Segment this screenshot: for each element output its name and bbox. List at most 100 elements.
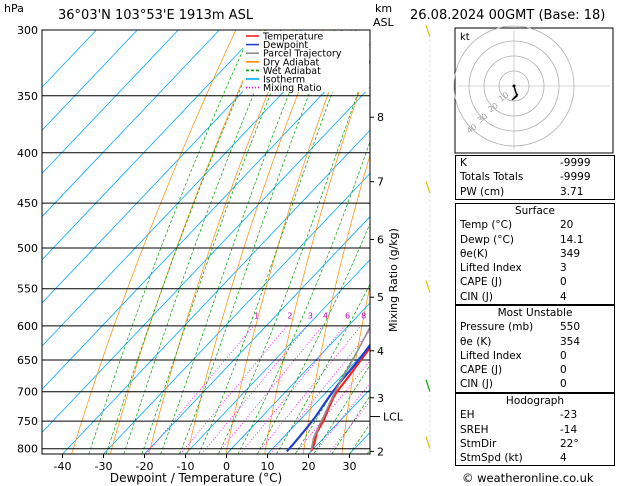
hodograph-title: Hodograph <box>505 395 565 407</box>
temperature-tick-label: 20 <box>302 460 316 473</box>
height-unit-asl: ASL <box>373 16 394 29</box>
surface-value: 4 <box>560 290 567 303</box>
dry-adiabat-line <box>71 30 237 454</box>
pressure-tick-label: 550 <box>17 283 38 296</box>
surface-label: Dewp (°C) <box>460 233 514 246</box>
mixing-ratio-line <box>294 360 370 454</box>
isotherm-line <box>42 86 370 434</box>
mixing-ratio-label: 6 <box>345 311 350 320</box>
isotherm-line <box>103 172 370 454</box>
wet-adiabat-line <box>331 395 370 454</box>
plot-frame <box>41 29 371 455</box>
mixing-ratio-label: 2 <box>287 311 292 320</box>
hodograph-stat-value: -23 <box>560 409 578 422</box>
skewt-grid <box>42 30 370 454</box>
most-unstable-label: CIN (J) <box>460 378 493 391</box>
mixing-ratio-line <box>239 325 345 454</box>
mixing-ratio-label: 4 <box>323 311 328 320</box>
wind-barbs <box>425 24 431 454</box>
surface-label: CAPE (J) <box>460 276 503 289</box>
hodograph-stat-label: SREH <box>460 423 489 436</box>
surface-value: 14.1 <box>560 233 584 246</box>
surface-panel: Surface Temp (°C) 20 Dewp (°C) 14.1 θe(K) 349… <box>455 203 615 306</box>
hodograph-stat-value: 22° <box>560 437 579 450</box>
isotherm-line <box>42 30 220 218</box>
isotherm-line <box>42 30 343 347</box>
index-label: PW (cm) <box>460 185 505 198</box>
indices-panel: K -9999 Totals Totals -9999 PW (cm) 3.71 <box>455 155 615 200</box>
surface-label: Lifted Index <box>460 262 522 275</box>
surface-row: θe(K) 349 <box>456 247 614 261</box>
mixing-ratio-line <box>327 400 370 454</box>
hodograph-stat-row: StmSpd (kt) 4 <box>456 451 614 465</box>
hodograph-stat-label: EH <box>460 409 475 422</box>
index-row: Totals Totals -9999 <box>456 170 614 184</box>
mixing-ratio-label: 8 <box>361 311 366 320</box>
km-tick-label: 6 <box>377 233 384 246</box>
series-temperature <box>309 345 370 452</box>
index-label: K <box>460 157 467 169</box>
datetime-title: 26.08.2024 00GMT (Base: 18) <box>410 8 606 23</box>
legend-label: Isotherm <box>263 75 305 86</box>
hodograph-stat-row: EH -23 <box>456 408 614 422</box>
wind-barb <box>425 280 431 293</box>
wind-barb <box>425 436 431 449</box>
wet-adiabat-line <box>313 364 370 454</box>
legend-label: Wet Adiabat <box>263 66 321 77</box>
surface-row: Lifted Index 3 <box>456 261 614 275</box>
most-unstable-row: Lifted Index 0 <box>456 349 614 363</box>
surface-label: Temp (°C) <box>460 219 513 232</box>
isotherm-line <box>267 345 370 454</box>
mixing-ratio-line <box>201 325 308 454</box>
index-value: -9999 <box>560 157 591 169</box>
km-tick-label: 3 <box>377 392 384 405</box>
height-unit-km: km <box>375 2 393 15</box>
index-value: -9999 <box>560 171 591 184</box>
index-row: K -9999 <box>456 156 614 170</box>
most-unstable-label: θe (K) <box>460 335 492 348</box>
wind-barb <box>425 379 431 392</box>
km-tick-label: 7 <box>377 176 384 189</box>
surface-label: θe(K) <box>460 247 488 260</box>
dry-adiabat-line <box>264 59 370 454</box>
isotherm-line <box>185 259 370 454</box>
lcl-label: LCL <box>383 411 404 424</box>
mixing-ratio-label: 1 <box>254 311 259 320</box>
most-unstable-value: 550 <box>560 321 581 334</box>
wet-adiabat-line <box>256 222 370 454</box>
wet-adiabat-line <box>88 30 253 454</box>
hodograph-stat-row: SREH -14 <box>456 423 614 437</box>
most-unstable-row: θe (K) 354 <box>456 335 614 349</box>
mixing-ratio-labels: 1 2 3 4 6 8 <box>254 311 366 320</box>
wet-adiabat-line <box>294 328 370 454</box>
surface-value: 3 <box>560 262 567 275</box>
km-tick-label: 4 <box>377 345 384 358</box>
mixing-ratio-line <box>256 325 362 454</box>
most-unstable-panel: Most Unstable Pressure (mb) 550 θe (K) 354 L… <box>455 305 615 393</box>
most-unstable-label: CAPE (J) <box>460 364 503 377</box>
temperature-tick-label: -20 <box>136 460 154 473</box>
index-row: PW (cm) 3.71 <box>456 185 614 199</box>
dry-adiabat-line <box>225 30 353 454</box>
pressure-tick-label: 600 <box>17 320 38 333</box>
hodograph-stat-label: StmSpd (kt) <box>460 452 523 465</box>
isotherm-line <box>42 30 138 131</box>
surface-title: Surface <box>514 205 555 217</box>
temperature-tick-label: 0 <box>223 460 230 473</box>
isotherm-line <box>226 302 370 454</box>
most-unstable-row: Pressure (mb) 550 <box>456 320 614 334</box>
hodograph-stat-value: -14 <box>560 423 578 436</box>
temperature-tick-label: -40 <box>54 460 72 473</box>
km-tick-label: 2 <box>377 445 384 458</box>
dry-adiabat-line <box>109 30 266 454</box>
most-unstable-value: 0 <box>560 349 567 362</box>
mixing-ratio-label: 3 <box>308 311 313 320</box>
hodograph-trace <box>511 85 519 101</box>
mixing-ratio-line <box>269 329 370 454</box>
pressure-tick-label: 800 <box>17 443 38 456</box>
legend-label: Mixing Ratio <box>263 83 322 94</box>
